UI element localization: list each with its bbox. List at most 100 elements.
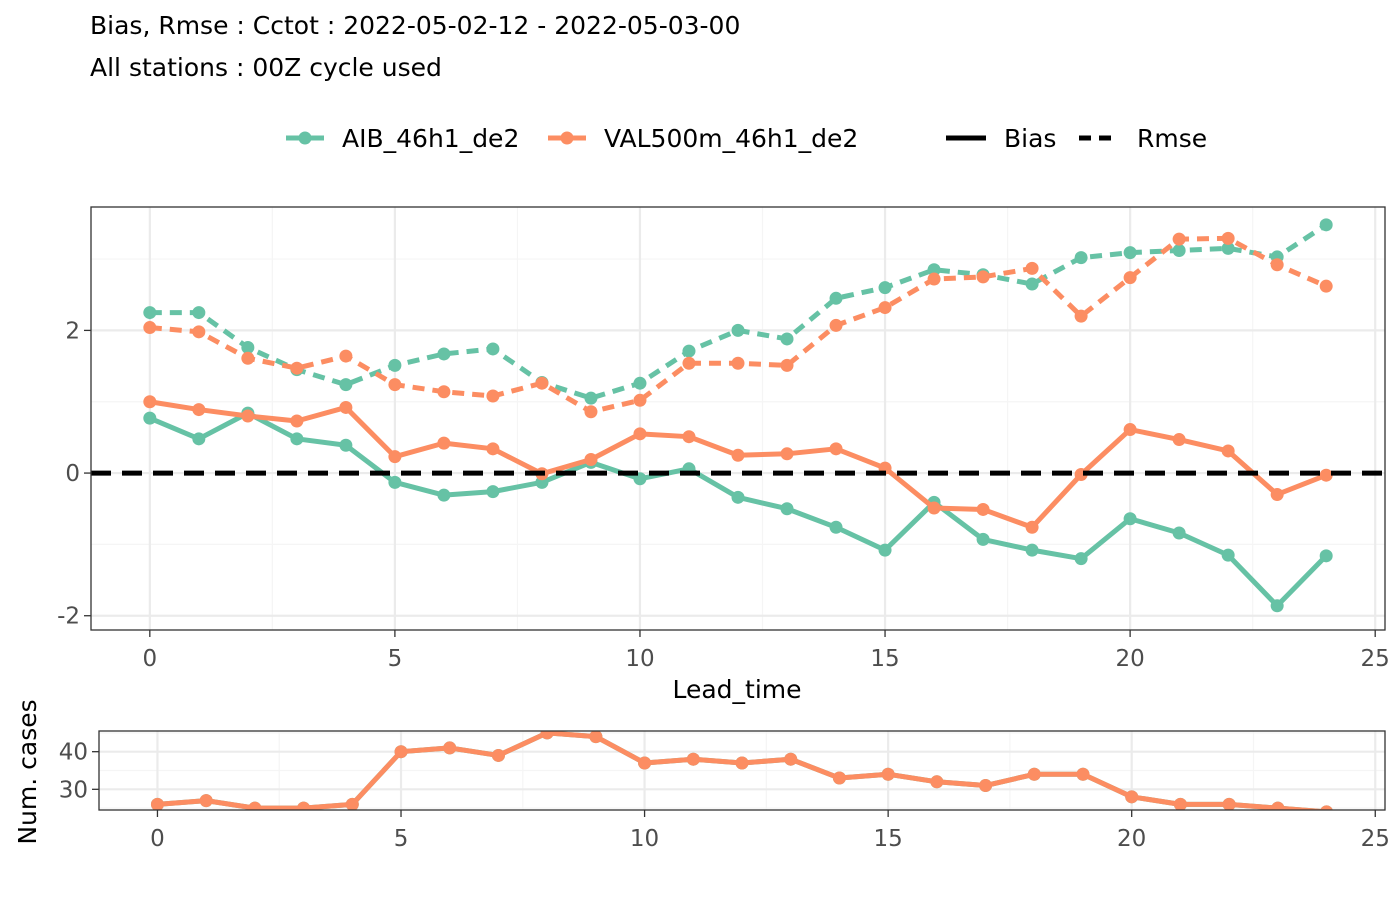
x-tick-label: 15 xyxy=(870,646,899,672)
y-tick-label: -2 xyxy=(57,604,80,630)
data-point xyxy=(780,332,794,346)
data-point xyxy=(731,448,745,462)
data-point xyxy=(192,306,206,320)
x-tick-label: 25 xyxy=(1361,646,1390,672)
data-point xyxy=(1172,433,1186,447)
data-point xyxy=(290,432,304,446)
data-point xyxy=(437,488,451,502)
x-tick-label: 10 xyxy=(630,826,659,852)
data-point xyxy=(339,378,353,392)
data-point xyxy=(829,318,843,332)
x-tick-label: 5 xyxy=(394,826,409,852)
data-point xyxy=(394,745,408,759)
data-point xyxy=(1025,261,1039,275)
data-point xyxy=(1221,241,1235,255)
data-point xyxy=(1123,512,1137,526)
legend-label-aib: AIB_46h1_de2 xyxy=(342,124,519,153)
data-point xyxy=(1123,246,1137,260)
main-panel: 0 5 10 15 20 25 -2 0 2 xyxy=(57,206,1390,672)
y-tick-label: 2 xyxy=(65,318,80,344)
data-point xyxy=(437,436,451,450)
y-tick-label: 0 xyxy=(65,461,80,487)
data-point xyxy=(150,797,164,810)
data-point xyxy=(241,351,255,365)
data-point xyxy=(486,485,500,499)
data-point xyxy=(784,752,798,766)
data-point xyxy=(731,490,745,504)
data-point xyxy=(443,741,457,755)
data-point xyxy=(584,405,598,419)
data-point xyxy=(491,748,505,762)
data-point xyxy=(486,442,500,456)
data-point xyxy=(881,767,895,781)
legend-key-aib xyxy=(286,131,324,145)
chart-subtitle: All stations : 00Z cycle used xyxy=(90,53,442,82)
x-tick-label: 5 xyxy=(388,646,403,672)
data-point xyxy=(976,532,990,546)
series-line-bias-0 xyxy=(148,410,1328,609)
data-point xyxy=(143,395,157,409)
data-point xyxy=(976,502,990,516)
legend: AIB_46h1_de2 VAL500m_46h1_de2 Bias Rmse xyxy=(286,124,1207,153)
data-point xyxy=(584,391,598,405)
data-point xyxy=(1123,423,1137,437)
x-tick-label: 20 xyxy=(1115,646,1144,672)
data-point xyxy=(1173,797,1187,810)
data-point xyxy=(1125,790,1139,804)
data-point xyxy=(976,270,990,284)
data-point xyxy=(388,378,402,392)
data-point xyxy=(1270,258,1284,272)
data-point xyxy=(927,263,941,277)
data-point xyxy=(686,752,700,766)
data-point xyxy=(829,291,843,305)
data-point xyxy=(437,347,451,361)
data-point xyxy=(1221,231,1235,245)
data-point xyxy=(633,427,647,441)
data-point xyxy=(731,323,745,337)
data-point xyxy=(339,438,353,452)
legend-label-val: VAL500m_46h1_de2 xyxy=(604,124,858,153)
data-point xyxy=(248,801,262,810)
data-point xyxy=(1319,549,1333,563)
data-point xyxy=(780,447,794,461)
data-point xyxy=(199,794,213,808)
legend-label-bias: Bias xyxy=(1004,124,1056,153)
legend-label-rmse: Rmse xyxy=(1137,124,1207,153)
data-point xyxy=(192,432,206,446)
data-point xyxy=(682,344,696,358)
x-tick-label: 10 xyxy=(625,646,654,672)
data-point xyxy=(486,342,500,356)
data-point xyxy=(829,520,843,534)
data-point xyxy=(878,301,892,315)
data-point xyxy=(927,501,941,515)
data-point xyxy=(780,502,794,516)
x-tick-label: 15 xyxy=(873,826,902,852)
cases-y-axis-title: Num. cases xyxy=(13,699,42,844)
data-point xyxy=(1025,520,1039,534)
data-point xyxy=(388,475,402,489)
data-point xyxy=(1076,767,1090,781)
data-point xyxy=(829,442,843,456)
data-point xyxy=(1221,548,1235,562)
chart-title: Bias, Rmse : Cctot : 2022-05-02-12 - 202… xyxy=(90,11,740,40)
data-point xyxy=(388,450,402,464)
data-point xyxy=(345,797,359,810)
data-point xyxy=(1270,599,1284,613)
series-line-rmse-2 xyxy=(149,222,1328,401)
data-point xyxy=(584,453,598,467)
data-point xyxy=(437,385,451,399)
data-point xyxy=(1025,277,1039,291)
data-point xyxy=(297,801,311,810)
panel-border xyxy=(98,730,1386,811)
panel-border xyxy=(90,206,1386,631)
data-point xyxy=(1025,543,1039,557)
main-x-axis-title: Lead_time xyxy=(672,675,801,704)
data-point xyxy=(731,356,745,370)
data-point xyxy=(1074,251,1088,265)
data-point xyxy=(979,779,993,793)
data-point xyxy=(1319,468,1333,482)
y-tick-label: 30 xyxy=(59,777,88,803)
cases-panel: 0 5 10 15 20 25 30 40 xyxy=(59,730,1390,852)
x-tick-label: 0 xyxy=(142,646,157,672)
data-point xyxy=(535,376,549,390)
